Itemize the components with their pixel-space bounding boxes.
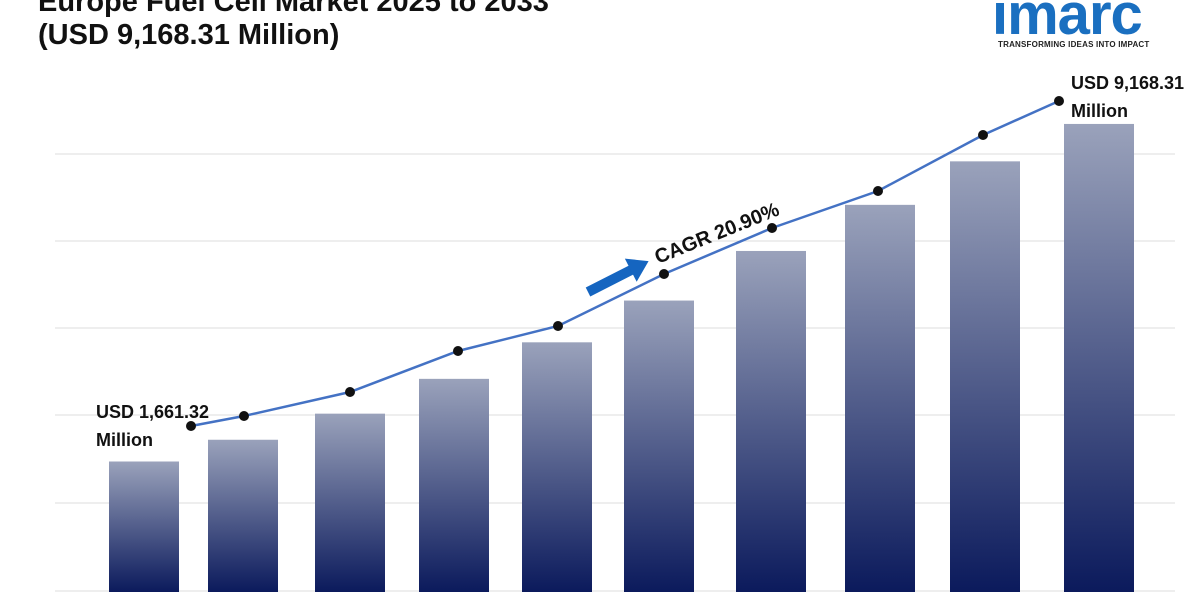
trend-point	[873, 186, 883, 196]
cagr-arrow-icon	[585, 258, 649, 297]
trend-point	[1054, 96, 1064, 106]
trend-point	[239, 411, 249, 421]
logo-wordmark: imarc	[992, 0, 1143, 47]
cagr-arrow-head	[624, 258, 649, 282]
bar	[1064, 123, 1134, 592]
end-unit-label: Million	[1071, 101, 1128, 121]
bar-series	[109, 123, 1134, 592]
start-value-label: USD 1,661.32	[96, 402, 209, 422]
trend-line	[190, 99, 1060, 428]
chart-title: Europe Fuel Cell Market 2025 to 2033 (US…	[38, 0, 549, 52]
trend-point	[659, 269, 669, 279]
bar	[845, 204, 915, 592]
bar	[208, 439, 278, 592]
bar	[624, 300, 694, 592]
bar	[736, 250, 806, 592]
trend-point	[345, 387, 355, 397]
end-value-label: USD 9,168.31	[1071, 73, 1184, 93]
trend-point	[553, 321, 563, 331]
bar	[109, 461, 179, 592]
chart-title-line2: (USD 9,168.31 Million)	[38, 19, 340, 51]
bar	[522, 342, 592, 592]
trend-point	[186, 421, 196, 431]
bar	[315, 413, 385, 592]
trend-line-series	[186, 96, 1064, 431]
cagr-arrow-shaft	[585, 264, 635, 297]
trend-point	[978, 130, 988, 140]
chart-title-line1: Europe Fuel Cell Market 2025 to 2033	[38, 0, 549, 18]
trend-point	[453, 346, 463, 356]
logo-tagline: TRANSFORMING IDEAS INTO IMPACT	[998, 40, 1150, 49]
bar	[950, 161, 1020, 592]
imarc-logo: imarc TRANSFORMING IDEAS INTO IMPACT	[992, 0, 1192, 52]
start-unit-label: Million	[96, 430, 153, 450]
bar	[419, 378, 489, 592]
trend-point	[767, 223, 777, 233]
